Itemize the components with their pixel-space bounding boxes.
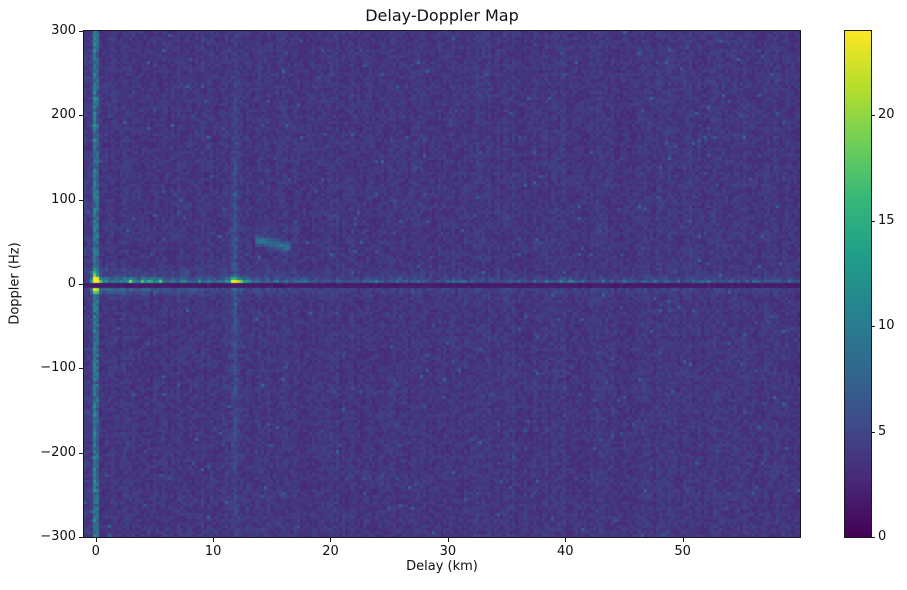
y-tick-mark bbox=[79, 368, 83, 370]
x-tick-label: 30 bbox=[439, 544, 457, 559]
y-axis-label: Doppler (Hz) bbox=[7, 242, 23, 325]
x-tick-mark bbox=[565, 538, 567, 542]
y-tick-mark bbox=[79, 199, 83, 201]
colorbar-tick-mark bbox=[871, 115, 875, 117]
colorbar-tick-label: 15 bbox=[878, 212, 895, 228]
colorbar-tick-mark bbox=[871, 220, 875, 222]
y-tick-label: 0 bbox=[67, 276, 76, 291]
colorbar-tick-mark bbox=[871, 537, 875, 538]
x-tick-label: 20 bbox=[322, 544, 339, 559]
x-tick-mark bbox=[682, 538, 684, 542]
colorbar-tick-mark bbox=[871, 431, 875, 433]
y-tick-label: −300 bbox=[40, 529, 76, 544]
colorbar-tick-label: 20 bbox=[878, 107, 895, 123]
x-tick-label: 50 bbox=[674, 544, 691, 559]
y-tick-mark bbox=[79, 31, 83, 32]
y-tick-mark bbox=[79, 452, 83, 454]
y-tick-label: 100 bbox=[51, 191, 76, 207]
delay-doppler-heatmap bbox=[84, 31, 800, 537]
y-tick-mark bbox=[79, 115, 83, 117]
y-tick-label: −200 bbox=[40, 444, 76, 460]
x-tick-mark bbox=[447, 538, 449, 542]
x-tick-label: 0 bbox=[91, 544, 100, 559]
x-tick-label: 40 bbox=[556, 544, 574, 559]
x-axis-label: Delay (km) bbox=[406, 559, 478, 574]
colorbar-tick-label: 5 bbox=[878, 423, 887, 439]
y-tick-mark bbox=[79, 284, 83, 285]
x-tick-label: 10 bbox=[204, 544, 222, 559]
colorbar-tick-label: 0 bbox=[878, 529, 887, 544]
y-tick-label: 200 bbox=[51, 107, 76, 123]
colorbar-tick-label: 10 bbox=[878, 318, 895, 334]
heatmap-plot-area bbox=[83, 30, 801, 538]
x-tick-mark bbox=[213, 538, 215, 542]
y-tick-label: −100 bbox=[40, 360, 76, 376]
chart-title: Delay-Doppler Map bbox=[365, 6, 519, 25]
x-tick-mark bbox=[95, 538, 97, 542]
x-tick-mark bbox=[330, 538, 332, 542]
colorbar-gradient bbox=[845, 31, 871, 537]
y-tick-mark bbox=[79, 537, 83, 538]
colorbar-tick-mark bbox=[871, 326, 875, 328]
y-tick-label: 300 bbox=[51, 23, 76, 38]
colorbar bbox=[844, 30, 872, 538]
